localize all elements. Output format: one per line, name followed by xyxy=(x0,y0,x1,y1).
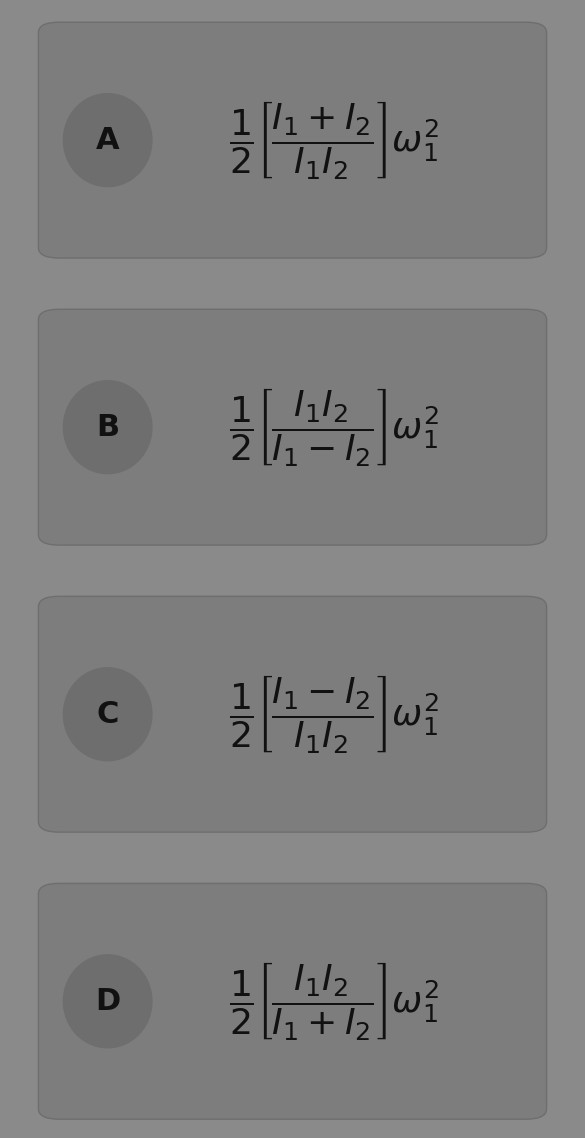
FancyBboxPatch shape xyxy=(39,310,546,545)
Text: $\dfrac{1}{2}\left[\dfrac{I_1 - I_2}{I_1 I_2}\right]\omega_1^2$: $\dfrac{1}{2}\left[\dfrac{I_1 - I_2}{I_1… xyxy=(229,674,439,756)
Ellipse shape xyxy=(63,668,152,760)
Text: A: A xyxy=(96,125,119,155)
Ellipse shape xyxy=(63,93,152,187)
FancyBboxPatch shape xyxy=(39,23,546,258)
FancyBboxPatch shape xyxy=(39,596,546,832)
Ellipse shape xyxy=(63,955,152,1048)
Text: $\dfrac{1}{2}\left[\dfrac{I_1 + I_2}{I_1 I_2}\right]\omega_1^2$: $\dfrac{1}{2}\left[\dfrac{I_1 + I_2}{I_1… xyxy=(229,99,439,181)
Text: D: D xyxy=(95,987,121,1016)
FancyBboxPatch shape xyxy=(39,883,546,1119)
Text: $\dfrac{1}{2}\left[\dfrac{I_1 I_2}{I_1 - I_2}\right]\omega_1^2$: $\dfrac{1}{2}\left[\dfrac{I_1 I_2}{I_1 -… xyxy=(229,386,439,468)
Text: B: B xyxy=(96,413,119,442)
Ellipse shape xyxy=(63,381,152,473)
Text: $\dfrac{1}{2}\left[\dfrac{I_1 I_2}{I_1 + I_2}\right]\omega_1^2$: $\dfrac{1}{2}\left[\dfrac{I_1 I_2}{I_1 +… xyxy=(229,960,439,1042)
Text: C: C xyxy=(97,700,119,728)
